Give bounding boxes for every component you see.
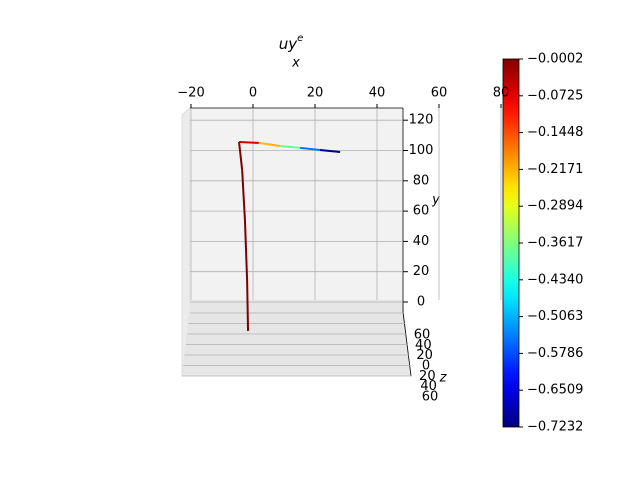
title-base: uy [279, 35, 299, 53]
x-tick-label: 40 [369, 86, 386, 101]
y-tick-label: 40 [413, 234, 430, 249]
colorbar-tick-label: −0.1448 [527, 125, 583, 140]
y-tick-label: 20 [413, 264, 430, 279]
y-tick-label: 120 [409, 113, 434, 128]
z-tick-label: 60 [422, 390, 439, 405]
colorbar-tick-label: −0.0725 [527, 88, 583, 103]
colorbar-tick-label: −0.5786 [527, 346, 583, 361]
x-tick-label: −20 [177, 86, 204, 101]
beam-segment [258, 141, 281, 147]
beam-segment [238, 141, 244, 171]
y-tick-label: 80 [413, 173, 430, 188]
z-tick-label: 20 [416, 348, 433, 363]
colorbar-tick-label: −0.0002 [527, 52, 583, 67]
x-tick-label: 60 [431, 86, 448, 101]
colorbar-tick-label: −0.5063 [527, 309, 583, 324]
z-label: z [439, 371, 448, 386]
colorbar-tick-label: −0.7232 [527, 420, 583, 435]
floor-pane [182, 300, 411, 376]
colorbar [502, 58, 520, 428]
z-tick-label: 60 [414, 328, 431, 343]
colorbar-tick-label: −0.4340 [527, 272, 583, 287]
y-tick-label: 100 [409, 143, 434, 158]
x-tick-label: 80 [493, 86, 510, 101]
y-tick-label: 0 [417, 295, 425, 310]
beam-segment [319, 149, 341, 154]
beam-segment [300, 146, 321, 152]
beam-segment [243, 220, 249, 281]
x-tick-label: 0 [249, 86, 257, 101]
x-label: x [291, 56, 300, 71]
beam-segment [241, 169, 246, 221]
chart-title: uye [279, 33, 304, 53]
colorbar-tick-label: −0.3617 [527, 236, 583, 251]
back-pane [190, 108, 403, 300]
colorbar-tick-label: −0.2894 [527, 199, 583, 214]
title-sup: e [297, 33, 303, 44]
y-label: y [431, 193, 440, 208]
beam-segment [246, 280, 250, 331]
beam-segment [279, 144, 301, 149]
z-tick-label: 20 [419, 369, 436, 384]
z-tick-label: 40 [415, 338, 432, 353]
colorbar-tick-label: −0.2171 [527, 162, 583, 177]
z-tick-label: 40 [420, 379, 437, 394]
x-tick-label: 20 [307, 86, 324, 101]
z-tick-label: 0 [422, 359, 430, 374]
beam-segment [239, 141, 259, 144]
y-tick-label: 60 [413, 204, 430, 219]
colorbar-tick-label: −0.6509 [527, 383, 583, 398]
